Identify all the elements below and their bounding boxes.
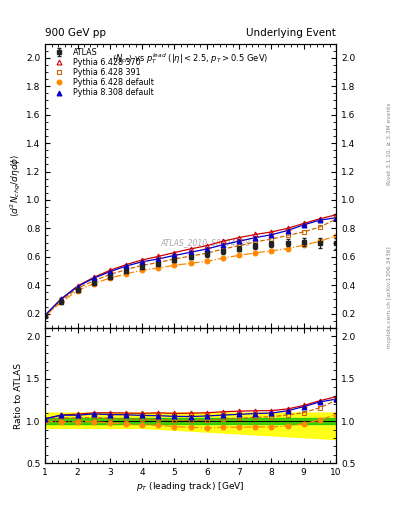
- Pythia 8.308 default: [237, 238, 241, 244]
- Pythia 6.428 391: [75, 285, 80, 291]
- Pythia 6.428 391: [156, 260, 161, 266]
- Pythia 6.428 default: [188, 260, 193, 266]
- Pythia 8.308 default: [253, 234, 257, 241]
- Line: Pythia 8.308 default: Pythia 8.308 default: [43, 215, 338, 317]
- Text: ATLAS_2010_S8894728: ATLAS_2010_S8894728: [160, 238, 250, 247]
- Pythia 6.428 391: [285, 232, 290, 239]
- Pythia 6.428 370: [140, 257, 145, 263]
- Pythia 6.428 391: [253, 239, 257, 245]
- Pythia 6.428 391: [107, 271, 112, 278]
- Line: Pythia 6.428 370: Pythia 6.428 370: [43, 212, 338, 317]
- Pythia 6.428 391: [140, 262, 145, 268]
- Pythia 8.308 default: [124, 263, 129, 269]
- Pythia 8.308 default: [75, 284, 80, 290]
- Pythia 6.428 default: [318, 238, 322, 244]
- Pythia 6.428 370: [43, 312, 48, 318]
- Pythia 8.308 default: [285, 227, 290, 233]
- Pythia 6.428 default: [107, 275, 112, 281]
- Pythia 8.308 default: [220, 242, 225, 248]
- Pythia 6.428 391: [301, 229, 306, 235]
- Pythia 6.428 default: [91, 281, 96, 287]
- Pythia 6.428 370: [204, 243, 209, 249]
- Pythia 6.428 370: [220, 238, 225, 244]
- Pythia 6.428 391: [204, 250, 209, 257]
- Pythia 6.428 default: [156, 265, 161, 271]
- Pythia 8.308 default: [334, 215, 338, 221]
- Pythia 6.428 391: [318, 224, 322, 230]
- Pythia 6.428 391: [91, 278, 96, 284]
- Pythia 6.428 391: [237, 243, 241, 249]
- Pythia 8.308 default: [301, 222, 306, 228]
- Pythia 6.428 370: [269, 229, 274, 235]
- Pythia 6.428 default: [301, 242, 306, 248]
- Line: Pythia 6.428 391: Pythia 6.428 391: [43, 217, 338, 318]
- Pythia 6.428 370: [172, 249, 177, 255]
- Pythia 6.428 370: [237, 234, 241, 241]
- Text: Underlying Event: Underlying Event: [246, 28, 336, 38]
- Pythia 6.428 default: [285, 246, 290, 252]
- Pythia 6.428 default: [172, 262, 177, 268]
- Pythia 6.428 370: [285, 225, 290, 231]
- Pythia 6.428 default: [59, 299, 64, 305]
- Pythia 6.428 370: [253, 231, 257, 238]
- Pythia 6.428 default: [75, 288, 80, 294]
- Pythia 6.428 391: [188, 253, 193, 259]
- Pythia 6.428 391: [43, 313, 48, 319]
- Pythia 8.308 default: [172, 252, 177, 259]
- Pythia 8.308 default: [156, 256, 161, 262]
- Pythia 6.428 default: [269, 248, 274, 254]
- Text: mcplots.cern.ch [arXiv:1306.3436]: mcplots.cern.ch [arXiv:1306.3436]: [387, 246, 391, 348]
- Pythia 6.428 391: [172, 256, 177, 262]
- Pythia 6.428 default: [334, 233, 338, 239]
- Legend: ATLAS, Pythia 6.428 370, Pythia 6.428 391, Pythia 6.428 default, Pythia 8.308 de: ATLAS, Pythia 6.428 370, Pythia 6.428 39…: [48, 46, 155, 99]
- Pythia 6.428 default: [124, 271, 129, 277]
- Pythia 8.308 default: [269, 232, 274, 238]
- Pythia 6.428 370: [91, 274, 96, 281]
- Pythia 6.428 default: [220, 255, 225, 261]
- Pythia 6.428 370: [59, 296, 64, 302]
- Pythia 8.308 default: [43, 312, 48, 318]
- Pythia 6.428 default: [140, 267, 145, 273]
- Y-axis label: Ratio to ATLAS: Ratio to ATLAS: [14, 362, 23, 429]
- Pythia 6.428 370: [124, 262, 129, 268]
- Pythia 8.308 default: [140, 259, 145, 265]
- Pythia 6.428 391: [334, 216, 338, 222]
- Pythia 6.428 370: [334, 212, 338, 218]
- Pythia 6.428 391: [269, 236, 274, 242]
- Pythia 6.428 370: [301, 220, 306, 226]
- Pythia 6.428 391: [59, 297, 64, 303]
- X-axis label: $p_T$ (leading track) [GeV]: $p_T$ (leading track) [GeV]: [136, 480, 245, 493]
- Text: $\langle N_{ch} \rangle$ vs $p_T^{lead}$ ($|\eta| < 2.5$, $p_T > 0.5$ GeV): $\langle N_{ch} \rangle$ vs $p_T^{lead}$…: [112, 51, 269, 66]
- Pythia 6.428 default: [237, 252, 241, 259]
- Pythia 6.428 370: [188, 246, 193, 252]
- Pythia 8.308 default: [107, 269, 112, 275]
- Pythia 8.308 default: [188, 249, 193, 255]
- Pythia 6.428 391: [124, 267, 129, 273]
- Pythia 6.428 391: [220, 246, 225, 252]
- Pythia 6.428 default: [204, 259, 209, 265]
- Pythia 6.428 370: [107, 267, 112, 273]
- Pythia 6.428 default: [253, 250, 257, 256]
- Pythia 8.308 default: [318, 217, 322, 223]
- Pythia 6.428 370: [75, 283, 80, 289]
- Text: Rivet 3.1.10, ≥ 3.3M events: Rivet 3.1.10, ≥ 3.3M events: [387, 102, 391, 185]
- Line: Pythia 6.428 default: Pythia 6.428 default: [43, 233, 338, 318]
- Pythia 8.308 default: [204, 246, 209, 252]
- Y-axis label: $\langle d^2 N_{chg}/d\eta d\phi \rangle$: $\langle d^2 N_{chg}/d\eta d\phi \rangle…: [9, 154, 23, 218]
- Pythia 8.308 default: [91, 275, 96, 281]
- Pythia 6.428 default: [43, 313, 48, 319]
- Text: 900 GeV pp: 900 GeV pp: [45, 28, 106, 38]
- Pythia 8.308 default: [59, 296, 64, 302]
- Pythia 6.428 370: [156, 253, 161, 260]
- Pythia 6.428 370: [318, 216, 322, 222]
